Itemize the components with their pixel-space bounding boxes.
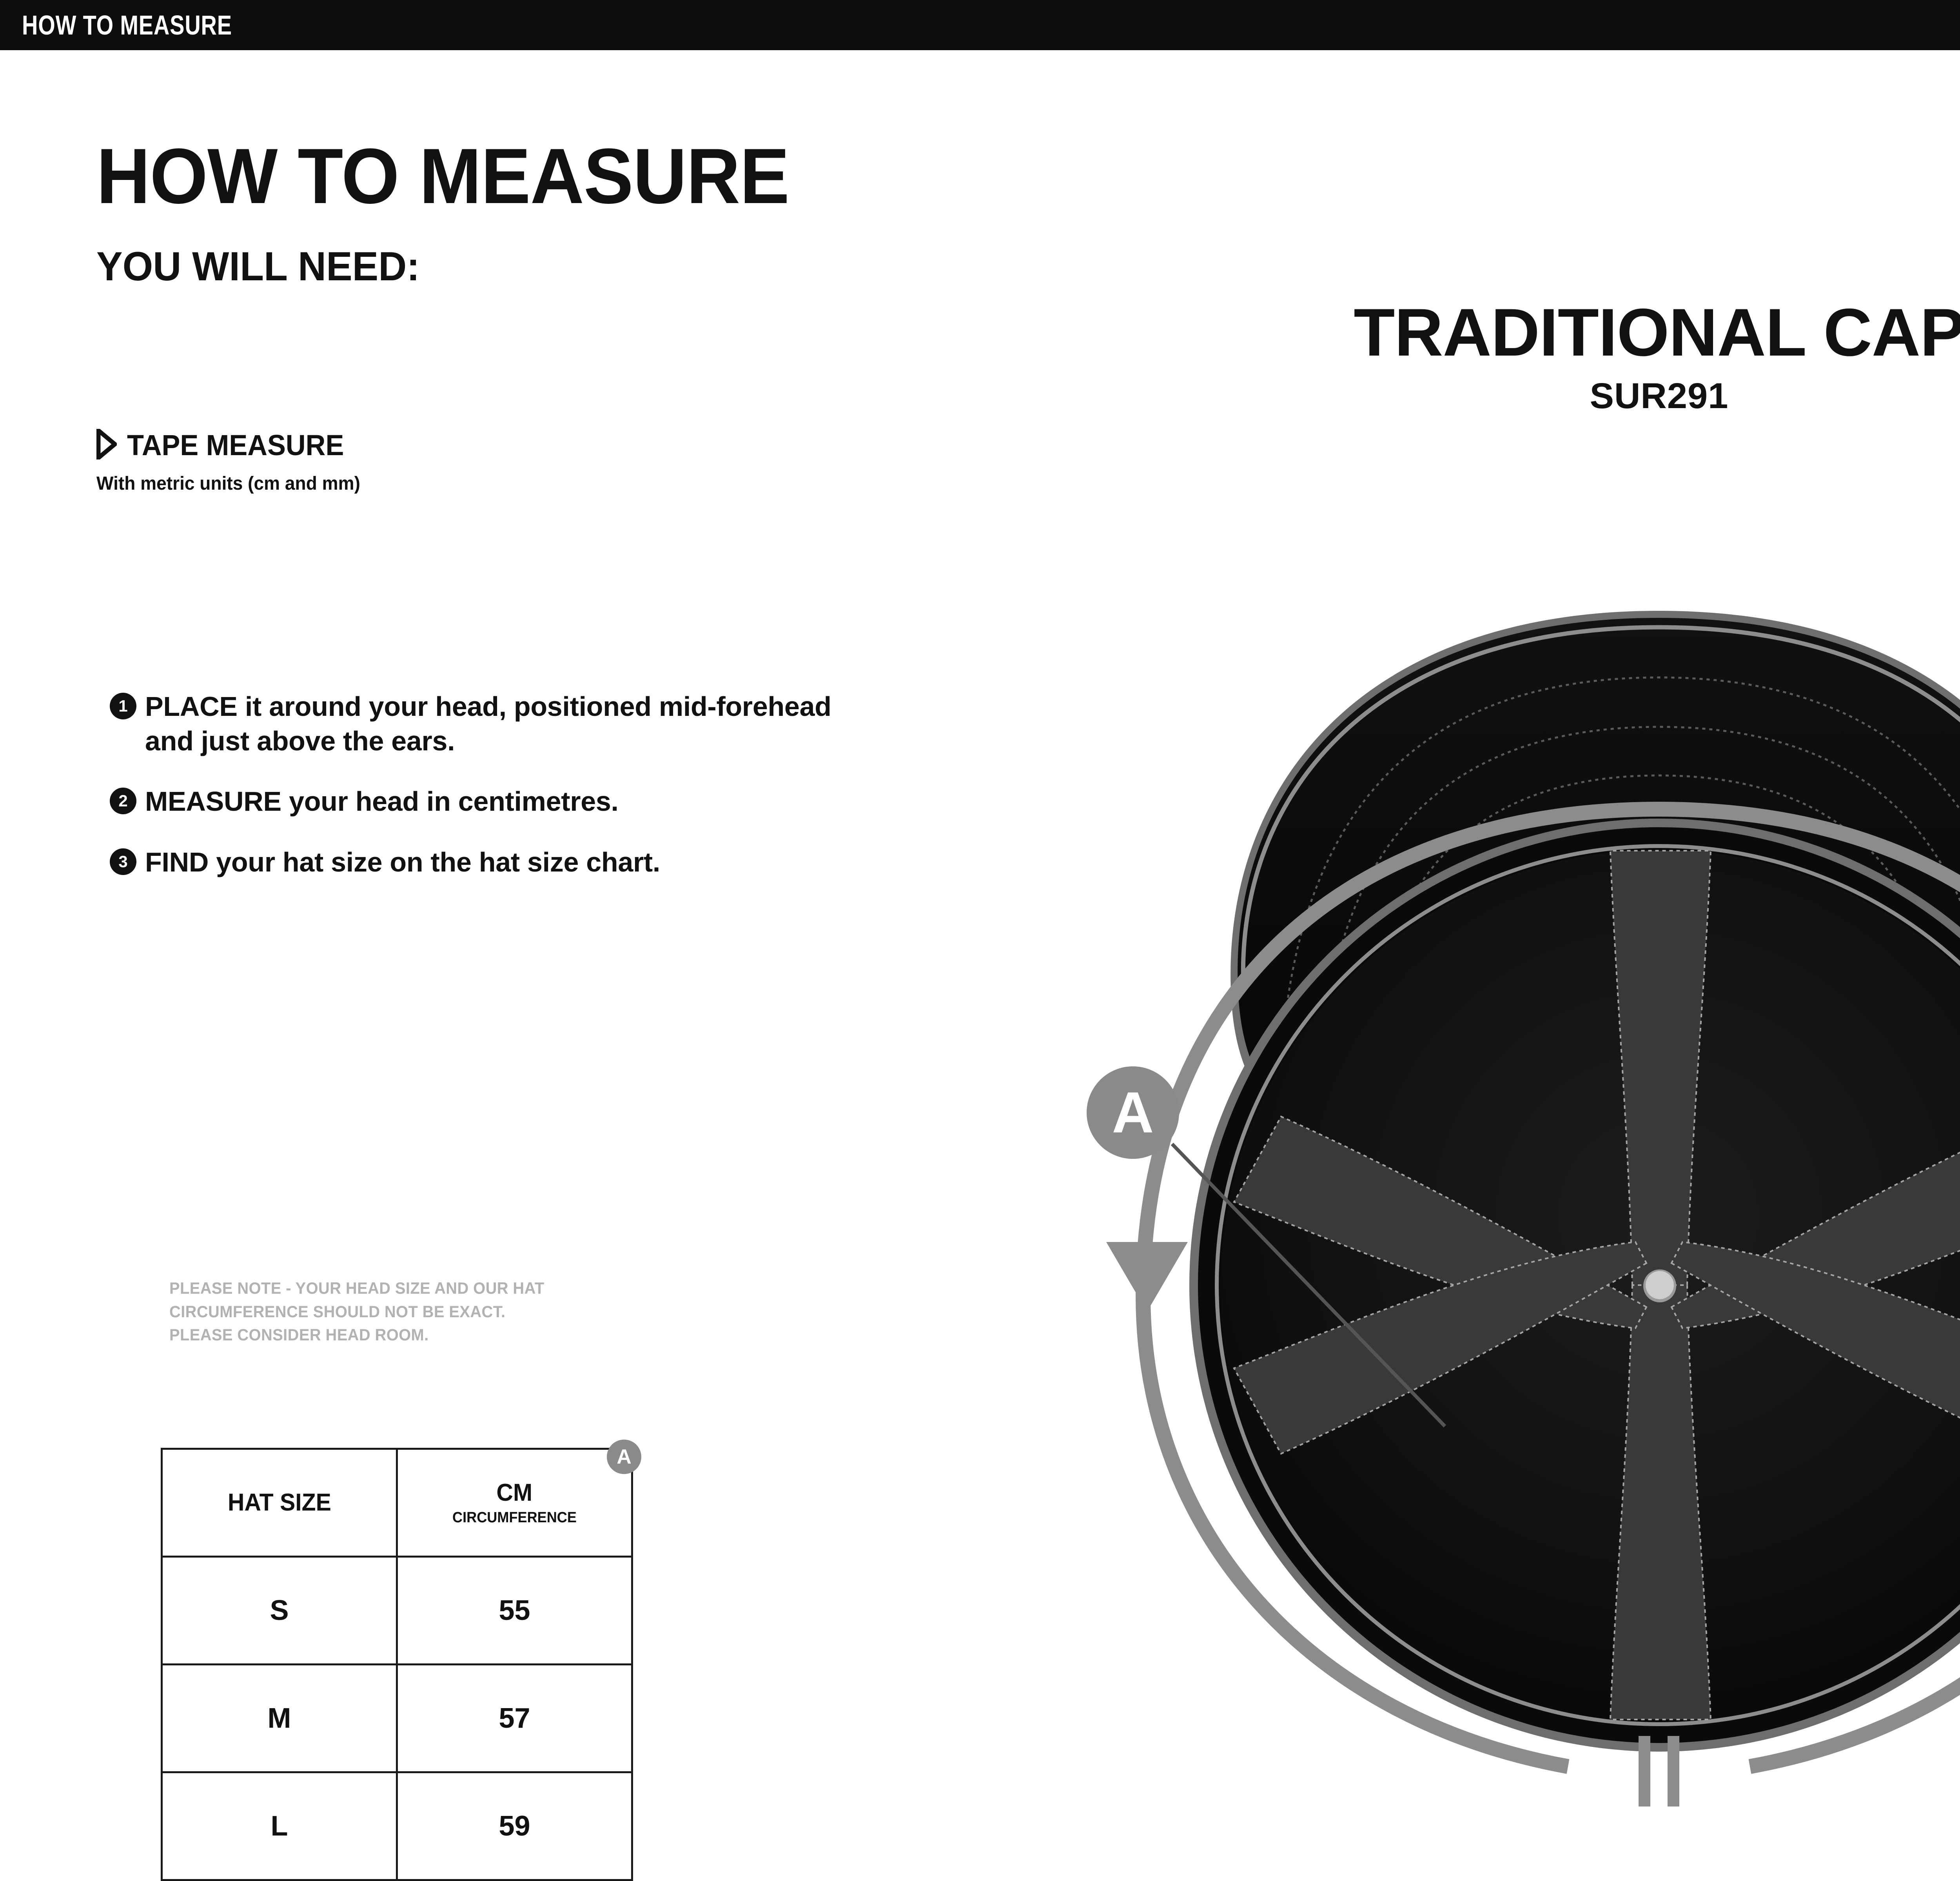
table-header-hat-size: HAT SIZE xyxy=(161,1448,398,1558)
cap-crown-icon xyxy=(1189,819,1960,1752)
right-column: TRADITIONAL CAP SUR291 xyxy=(1004,50,1960,1827)
top-bar: HOW TO MEASURE SURRIDGE xyxy=(0,0,1960,50)
product-title: TRADITIONAL CAP xyxy=(1354,295,1960,370)
table-row: S 55 xyxy=(161,1556,633,1665)
callout-leader-line xyxy=(1171,1142,1446,1428)
cap-diagram: A xyxy=(1004,493,1960,1826)
step-keyword: FIND xyxy=(145,846,209,877)
step-text: MEASURE your head in centimetres. xyxy=(145,784,855,819)
list-item: 2 MEASURE your head in centimetres. xyxy=(110,784,855,819)
steps-list: 1 PLACE it around your head, positioned … xyxy=(110,689,855,905)
step-text: PLACE it around your head, positioned mi… xyxy=(145,689,855,758)
note-line: PLEASE CONSIDER HEAD ROOM. xyxy=(169,1325,429,1344)
step-body: your hat size on the hat size chart. xyxy=(209,846,661,877)
product-code: SUR291 xyxy=(1590,376,1729,416)
measurement-callout: A xyxy=(1087,1066,1446,1428)
table-header-row: HAT SIZE CM CIRCUMFERENCE A xyxy=(161,1440,641,1558)
note-line: PLEASE NOTE - YOUR HEAD SIZE AND OUR HAT xyxy=(169,1279,544,1297)
table-header-cm: CM CIRCUMFERENCE A xyxy=(396,1440,641,1558)
cell-hat-size: S xyxy=(161,1556,398,1665)
tool-label: TAPE MEASURE xyxy=(127,428,344,461)
disclaimer-note: PLEASE NOTE - YOUR HEAD SIZE AND OUR HAT… xyxy=(169,1276,544,1347)
table-row: L 59 xyxy=(161,1771,633,1881)
cell-cm: 59 xyxy=(396,1771,633,1881)
measurement-a-badge: A xyxy=(607,1440,641,1474)
list-item: 1 PLACE it around your head, positioned … xyxy=(110,689,855,758)
cap-crown-button-icon xyxy=(1643,1269,1676,1302)
step-keyword: PLACE xyxy=(145,691,238,722)
page-title: HOW TO MEASURE xyxy=(96,133,789,220)
step-body: your head in centimetres. xyxy=(281,786,619,817)
note-line: CIRCUMFERENCE SHOULD NOT BE EXACT. xyxy=(169,1302,506,1321)
step-number-badge: 3 xyxy=(110,848,136,875)
callout-badge-circle xyxy=(1087,1066,1179,1159)
cap-panel-seams xyxy=(1233,850,1960,1720)
cell-hat-size: M xyxy=(161,1663,398,1773)
top-bar-title: HOW TO MEASURE xyxy=(22,10,232,40)
step-keyword: MEASURE xyxy=(145,786,281,817)
step-text: FIND your hat size on the hat size chart… xyxy=(145,845,855,879)
tool-requirement-row: TAPE MEASURE xyxy=(96,426,355,463)
tool-sublabel: With metric units (cm and mm) xyxy=(96,473,360,494)
table-header-circumference-label: CIRCUMFERENCE xyxy=(452,1509,577,1526)
measure-end-tick-icon xyxy=(1639,1736,1679,1807)
cell-cm: 55 xyxy=(396,1556,633,1665)
callout-badge-label: A xyxy=(1112,1080,1154,1145)
step-body: it around your head, positioned mid-fore… xyxy=(145,691,831,757)
step-number-badge: 1 xyxy=(110,693,136,719)
left-column: HOW TO MEASURE YOU WILL NEED: TAPE MEASU… xyxy=(0,50,1004,1881)
arrow-down-icon xyxy=(1106,1242,1188,1312)
cell-cm: 57 xyxy=(396,1663,633,1773)
table-header-hat-size-label: HAT SIZE xyxy=(227,1489,331,1516)
cell-hat-size: L xyxy=(161,1771,398,1881)
table-header-cm-label: CM xyxy=(496,1479,533,1506)
triangle-outline-icon xyxy=(96,426,118,463)
you-will-need-heading: YOU WILL NEED: xyxy=(96,244,420,289)
table-row: M 57 xyxy=(161,1663,633,1773)
hat-size-table: HAT SIZE CM CIRCUMFERENCE A S 55 M 57 L … xyxy=(161,1440,641,1881)
step-number-badge: 2 xyxy=(110,788,136,815)
list-item: 3 FIND your hat size on the hat size cha… xyxy=(110,845,855,879)
